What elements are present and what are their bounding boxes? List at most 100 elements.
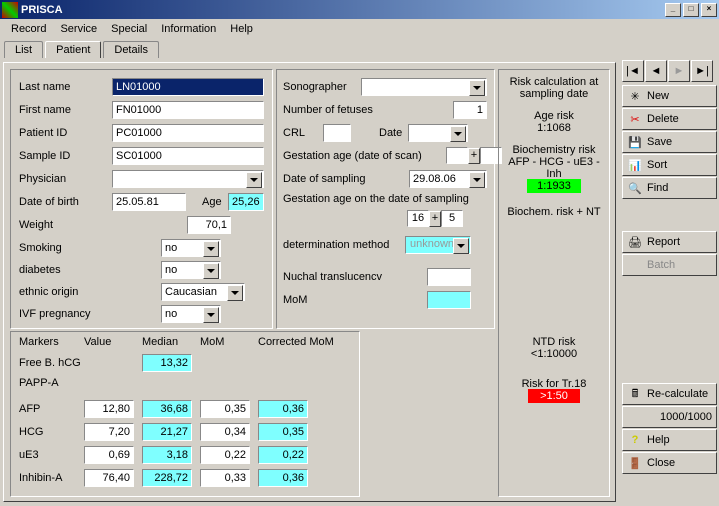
- age-risk-label: Age risk: [501, 110, 607, 122]
- marker-mom[interactable]: 0,35: [200, 400, 250, 418]
- chevron-down-icon[interactable]: [203, 241, 219, 257]
- chevron-down-icon[interactable]: [453, 238, 469, 254]
- sort-icon: 📊: [627, 157, 643, 173]
- recalc-button[interactable]: 🖩Re-calculate: [622, 383, 717, 405]
- delete-button[interactable]: ✂Delete: [622, 108, 717, 130]
- chevron-down-icon[interactable]: [203, 307, 219, 323]
- nav-last[interactable]: ►|: [691, 60, 713, 82]
- tab-patient[interactable]: Patient: [45, 41, 101, 58]
- ivf-select[interactable]: no: [161, 305, 221, 323]
- first-name-label: First name: [19, 104, 112, 116]
- marker-value[interactable]: 12,80: [84, 400, 134, 418]
- marker-name: Inhibin-A: [19, 472, 84, 484]
- patient-panel: Last nameLN01000 First nameFN01000 Patie…: [10, 69, 273, 329]
- mom-value: [427, 291, 471, 309]
- det-select[interactable]: unknown: [405, 236, 471, 254]
- counter: 1000/1000: [622, 406, 717, 428]
- help-icon: ?: [627, 432, 643, 448]
- last-name-input[interactable]: LN01000: [112, 78, 264, 96]
- bnt-label: Biochem. risk + NT: [501, 206, 607, 218]
- content-area: Last nameLN01000 First nameFN01000 Patie…: [3, 62, 616, 502]
- chevron-down-icon[interactable]: [227, 285, 243, 301]
- sample-id-label: Sample ID: [19, 150, 112, 162]
- find-button[interactable]: 🔍Find: [622, 177, 717, 199]
- plus-button[interactable]: +: [429, 211, 441, 227]
- crl-label: CRL: [283, 127, 323, 139]
- hdr-median: Median: [142, 336, 200, 348]
- report-button[interactable]: 🖨Report: [622, 231, 717, 253]
- menu-record[interactable]: Record: [4, 21, 53, 37]
- t18-value: >1:50: [528, 389, 580, 403]
- save-button[interactable]: 💾Save: [622, 131, 717, 153]
- plus-button[interactable]: +: [468, 148, 480, 164]
- chevron-down-icon[interactable]: [246, 172, 262, 188]
- ga-samp-label: Gestation age on the date of sampling: [283, 193, 469, 205]
- smoking-label: Smoking: [19, 242, 161, 254]
- crl-input[interactable]: [323, 124, 351, 142]
- marker-name: AFP: [19, 403, 84, 415]
- minimize-button[interactable]: _: [665, 3, 681, 17]
- chevron-down-icon[interactable]: [469, 80, 485, 96]
- marker-cmom: 0,36: [258, 469, 308, 487]
- menu-special[interactable]: Special: [104, 21, 154, 37]
- close-icon: 🚪: [627, 455, 643, 471]
- smoking-select[interactable]: no: [161, 239, 221, 257]
- tab-details[interactable]: Details: [103, 41, 159, 58]
- nav-prev[interactable]: ◄: [645, 60, 667, 82]
- dob-input[interactable]: 25.05.81: [112, 193, 186, 211]
- nt-input[interactable]: [427, 268, 471, 286]
- report-icon: 🖨: [627, 234, 643, 250]
- close-app-button[interactable]: 🚪Close: [622, 452, 717, 474]
- nav-first[interactable]: |◄: [622, 60, 644, 82]
- chevron-down-icon[interactable]: [450, 126, 466, 142]
- menu-help[interactable]: Help: [223, 21, 260, 37]
- first-name-input[interactable]: FN01000: [112, 101, 264, 119]
- sort-button[interactable]: 📊Sort: [622, 154, 717, 176]
- risk-title: Risk calculation at sampling date: [501, 76, 607, 100]
- tab-strip: List Patient Details: [4, 41, 719, 58]
- scan-panel: Sonographer Number of fetuses1 CRLDate G…: [276, 69, 495, 329]
- maximize-button[interactable]: □: [683, 3, 699, 17]
- marker-row: PAPP-A: [19, 377, 258, 389]
- tab-list[interactable]: List: [4, 41, 43, 58]
- marker-value[interactable]: 7,20: [84, 423, 134, 441]
- ethnic-select[interactable]: Caucasian: [161, 283, 245, 301]
- ntd-label: NTD risk: [501, 336, 607, 348]
- ga-samp-w[interactable]: 16: [407, 210, 429, 227]
- marker-row: uE30,693,180,220,22: [19, 446, 308, 464]
- marker-cmom: 0,35: [258, 423, 308, 441]
- help-button[interactable]: ?Help: [622, 429, 717, 451]
- nfetus-input[interactable]: 1: [453, 101, 487, 119]
- marker-mom[interactable]: 0,22: [200, 446, 250, 464]
- menu-information[interactable]: Information: [154, 21, 223, 37]
- diabetes-select[interactable]: no: [161, 261, 221, 279]
- hdr-mom: MoM: [200, 336, 258, 348]
- age-label: Age: [202, 196, 222, 208]
- physician-label: Physician: [19, 173, 112, 185]
- marker-mom[interactable]: 0,33: [200, 469, 250, 487]
- weight-input[interactable]: 70,1: [187, 216, 231, 234]
- new-button[interactable]: ✳New: [622, 85, 717, 107]
- nav-next[interactable]: ►: [668, 60, 690, 82]
- close-button[interactable]: ×: [701, 3, 717, 17]
- dos-label: Date of sampling: [283, 173, 409, 185]
- chevron-down-icon[interactable]: [469, 172, 485, 188]
- menubar: Record Service Special Information Help: [0, 19, 719, 39]
- dos-select[interactable]: 29.08.06: [409, 170, 487, 188]
- marker-value[interactable]: 76,40: [84, 469, 134, 487]
- sono-select[interactable]: [361, 78, 487, 96]
- patient-id-input[interactable]: PC01000: [112, 124, 264, 142]
- physician-select[interactable]: [112, 170, 264, 188]
- bio-risk-label: Biochemistry risk: [501, 144, 607, 156]
- new-icon: ✳: [627, 88, 643, 104]
- ga-samp-d[interactable]: 5: [441, 210, 463, 227]
- crl-date-select[interactable]: [408, 124, 468, 142]
- titlebar: PRISCA _ □ ×: [0, 0, 719, 19]
- marker-mom[interactable]: 0,34: [200, 423, 250, 441]
- chevron-down-icon[interactable]: [203, 263, 219, 279]
- ga-scan-w[interactable]: [446, 147, 468, 164]
- marker-value[interactable]: 0,69: [84, 446, 134, 464]
- bio-risk-value: 1:1933: [527, 179, 581, 193]
- sample-id-input[interactable]: SC01000: [112, 147, 264, 165]
- menu-service[interactable]: Service: [53, 21, 104, 37]
